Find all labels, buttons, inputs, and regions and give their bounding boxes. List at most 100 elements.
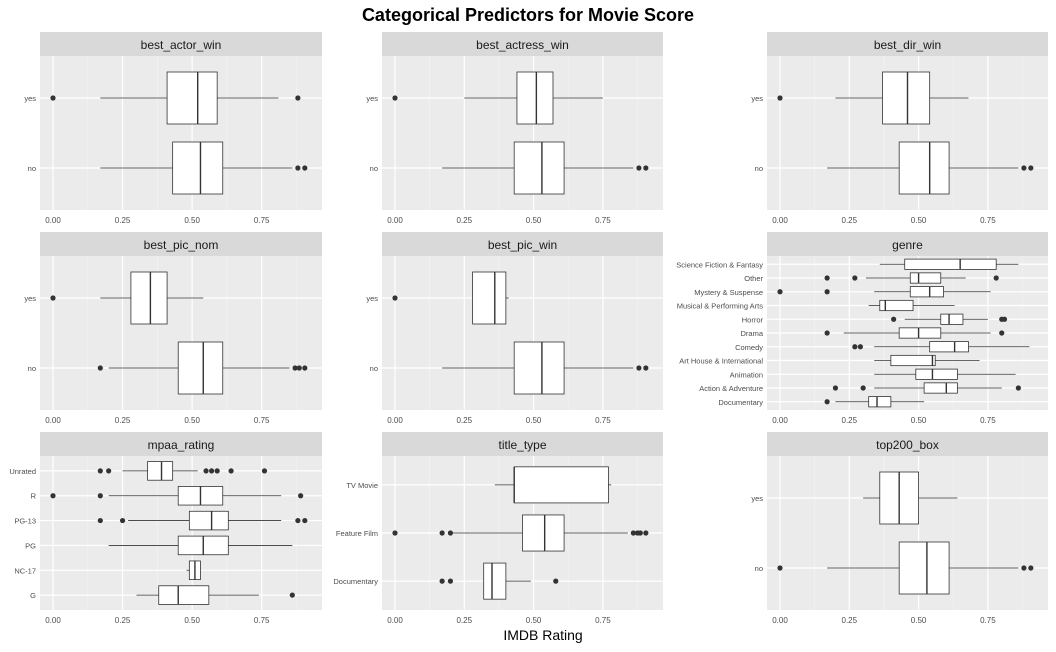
strip-label: best_actress_win <box>476 38 569 52</box>
y-tick-label: no <box>370 364 378 373</box>
x-tick-label: 0.75 <box>980 616 996 625</box>
box-no <box>97 341 308 395</box>
x-tick-label: 0.50 <box>526 416 542 425</box>
outlier-point <box>97 517 103 524</box>
x-tick-label: 0.25 <box>842 616 858 625</box>
outlier-point <box>302 517 308 524</box>
iqr-box <box>188 510 229 531</box>
box-musical-performing-arts <box>868 299 955 312</box>
x-tick-label: 0.75 <box>254 216 270 225</box>
y-tick-label: Drama <box>740 329 763 338</box>
facet-panel-best_dir_win: best_dir_win 0.00 0.25 0.50 0.75 yes no <box>751 32 1048 225</box>
outlier-point <box>1028 165 1034 171</box>
outlier-point <box>777 565 783 571</box>
outlier-point <box>302 365 308 371</box>
strip-label: genre <box>892 238 923 252</box>
outlier-point <box>289 592 295 598</box>
box-drama <box>824 327 1005 339</box>
x-tick-label: 0.25 <box>842 216 858 225</box>
box-g <box>136 585 295 605</box>
x-tick-label: 0.75 <box>595 216 611 225</box>
facet-panel-best_pic_win: best_pic_win 0.00 0.25 0.50 0.75 yes no <box>366 232 663 425</box>
outlier-point <box>636 365 642 371</box>
y-tick-label: NC-17 <box>14 566 36 575</box>
outlier-point <box>777 289 783 295</box>
y-tick-label: yes <box>751 94 763 103</box>
iqr-box <box>516 71 554 125</box>
y-tick-label: Art House & International <box>679 357 763 366</box>
outlier-point <box>214 468 220 474</box>
outlier-point <box>97 365 103 371</box>
chart-title: Categorical Predictors for Movie Score <box>361 5 695 25</box>
strip-label: top200_box <box>876 438 939 452</box>
outlier-point <box>298 493 304 499</box>
outlier-point <box>643 165 649 171</box>
outlier-point <box>553 578 559 584</box>
x-tick-label: 0.25 <box>115 216 131 225</box>
strip-background <box>40 32 322 56</box>
x-tick-label: 0.75 <box>595 416 611 425</box>
outlier-point <box>1021 165 1027 171</box>
x-tick-label: 0.75 <box>254 416 270 425</box>
box-no <box>827 141 1034 195</box>
x-tick-label: 0.75 <box>595 616 611 625</box>
x-tick-label: 0.00 <box>45 616 61 625</box>
x-tick-label: 0.50 <box>184 216 200 225</box>
iqr-box <box>904 258 997 270</box>
outlier-point <box>295 517 301 524</box>
y-tick-label: yes <box>366 294 378 303</box>
strip-background <box>767 232 1048 256</box>
box-nc-17 <box>186 560 201 580</box>
y-tick-label: no <box>370 164 378 173</box>
iqr-box <box>130 271 168 325</box>
outlier-point <box>209 468 215 474</box>
y-tick-label: PG-13 <box>14 517 36 526</box>
y-tick-label: Documentary <box>333 577 378 586</box>
outlier-point <box>993 275 999 281</box>
outlier-point <box>228 468 234 474</box>
y-tick-label: Science Fiction & Fantasy <box>676 260 763 269</box>
outlier-point <box>97 493 103 499</box>
outlier-point <box>1001 316 1008 322</box>
outlier-point <box>1015 385 1021 391</box>
y-tick-label: Other <box>744 274 763 283</box>
x-tick-label: 0.50 <box>526 216 542 225</box>
outlier-point <box>392 95 398 101</box>
y-tick-label: Feature Film <box>336 529 378 538</box>
box-yes <box>50 271 204 325</box>
outlier-point <box>777 95 783 101</box>
iqr-box <box>868 396 892 408</box>
box-yes <box>392 271 509 325</box>
box-tv-movie <box>494 466 612 504</box>
x-tick-label: 0.00 <box>772 616 788 625</box>
iqr-box <box>909 286 944 298</box>
x-tick-label: 0.00 <box>387 416 403 425</box>
box-unrated <box>97 461 268 481</box>
y-tick-label: yes <box>366 94 378 103</box>
iqr-box <box>177 341 224 395</box>
box-science-fiction-fantasy <box>879 258 1019 270</box>
outlier-point <box>643 365 649 371</box>
iqr-box <box>898 541 950 595</box>
iqr-box <box>472 271 507 325</box>
strip-background <box>382 32 663 56</box>
outlier-point <box>999 330 1005 336</box>
y-tick-label: Unrated <box>9 467 36 476</box>
outlier-point <box>392 295 398 301</box>
iqr-box <box>522 514 565 552</box>
strip-label: mpaa_rating <box>148 438 215 452</box>
facet-panel-best_actor_win: best_actor_win 0.00 0.25 0.50 0.75 yes no <box>24 32 322 225</box>
box-other <box>824 272 999 284</box>
y-tick-label: Mystery & Suspense <box>694 288 763 297</box>
outlier-point <box>824 330 830 336</box>
y-tick-label: Comedy <box>735 343 763 352</box>
box-animation <box>874 368 1016 380</box>
box-pg <box>108 535 293 556</box>
outlier-point <box>852 275 858 281</box>
box-no <box>100 141 308 195</box>
iqr-box <box>483 562 507 600</box>
x-tick-label: 0.25 <box>457 416 473 425</box>
outlier-point <box>392 530 398 536</box>
facet-panel-genre: genre 0.00 0.25 0.50 0.75 Science Fiction & F… <box>676 232 1048 425</box>
outlier-point <box>296 365 302 371</box>
